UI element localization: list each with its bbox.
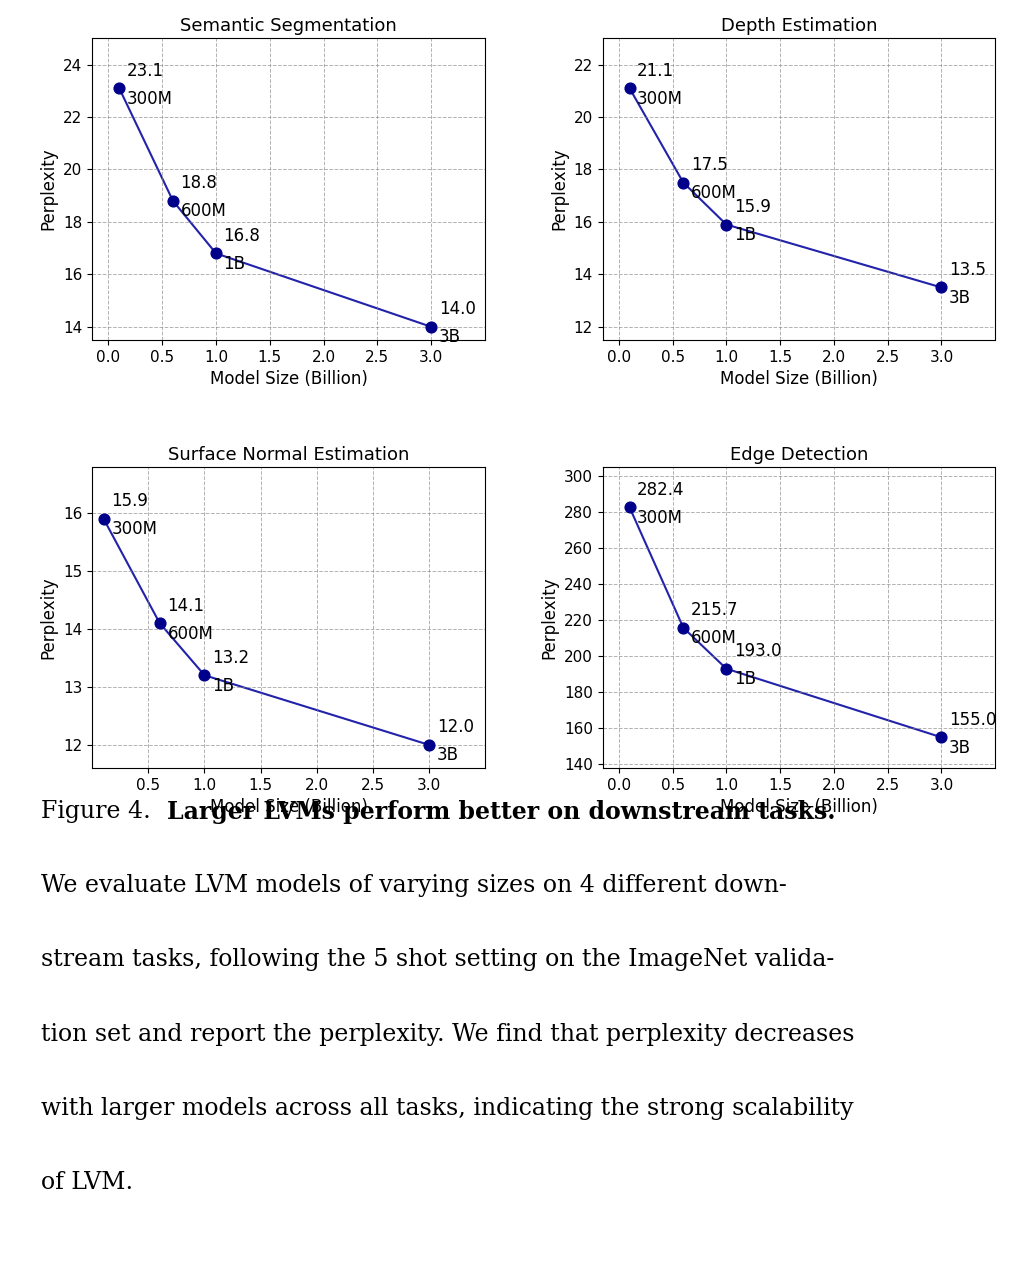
Title: Semantic Segmentation: Semantic Segmentation xyxy=(181,18,397,36)
Text: 1B: 1B xyxy=(212,677,234,695)
Text: 14.1: 14.1 xyxy=(167,596,204,614)
Text: stream tasks, following the 5 shot setting on the ImageNet valida-: stream tasks, following the 5 shot setti… xyxy=(41,948,834,972)
Y-axis label: Perplexity: Perplexity xyxy=(40,576,57,659)
Text: 155.0: 155.0 xyxy=(949,710,996,728)
Point xyxy=(934,727,950,748)
Text: 300M: 300M xyxy=(112,520,157,538)
Text: 215.7: 215.7 xyxy=(690,602,739,620)
Point xyxy=(622,78,638,99)
Point xyxy=(152,613,168,634)
Text: We evaluate LVM models of varying sizes on 4 different down-: We evaluate LVM models of varying sizes … xyxy=(41,874,787,897)
Text: 1B: 1B xyxy=(734,671,756,689)
Text: 15.9: 15.9 xyxy=(112,493,149,511)
Text: of LVM.: of LVM. xyxy=(41,1171,133,1194)
Text: 300M: 300M xyxy=(127,90,172,108)
Title: Depth Estimation: Depth Estimation xyxy=(720,18,877,36)
Point xyxy=(165,191,182,211)
Text: 3B: 3B xyxy=(949,289,971,307)
Point xyxy=(423,316,439,337)
Text: 600M: 600M xyxy=(181,202,227,220)
Text: 14.0: 14.0 xyxy=(439,301,475,319)
Point xyxy=(675,617,692,637)
X-axis label: Model Size (Billion): Model Size (Billion) xyxy=(209,799,367,817)
Text: 16.8: 16.8 xyxy=(224,227,261,244)
Text: 3B: 3B xyxy=(949,739,971,756)
Text: 3B: 3B xyxy=(439,328,461,347)
Y-axis label: Perplexity: Perplexity xyxy=(550,147,568,230)
Text: 600M: 600M xyxy=(690,184,737,202)
Text: 17.5: 17.5 xyxy=(690,156,727,174)
Text: 13.2: 13.2 xyxy=(212,649,249,667)
Point xyxy=(208,243,225,264)
X-axis label: Model Size (Billion): Model Size (Billion) xyxy=(720,799,878,817)
Text: 15.9: 15.9 xyxy=(734,198,771,216)
Text: with larger models across all tasks, indicating the strong scalability: with larger models across all tasks, ind… xyxy=(41,1097,854,1120)
Text: 18.8: 18.8 xyxy=(181,174,218,192)
Text: 600M: 600M xyxy=(690,630,737,648)
Point xyxy=(196,666,212,686)
Point xyxy=(622,497,638,517)
Text: tion set and report the perplexity. We find that perplexity decreases: tion set and report the perplexity. We f… xyxy=(41,1023,855,1046)
Text: 300M: 300M xyxy=(637,90,683,108)
Point xyxy=(421,735,437,755)
Point xyxy=(95,508,112,529)
X-axis label: Model Size (Billion): Model Size (Billion) xyxy=(720,370,878,388)
Text: 12.0: 12.0 xyxy=(437,718,474,736)
Text: 1B: 1B xyxy=(734,227,756,244)
Text: Larger LVMs perform better on downstream tasks.: Larger LVMs perform better on downstream… xyxy=(167,800,836,824)
Text: 193.0: 193.0 xyxy=(734,643,782,660)
Text: Figure 4.: Figure 4. xyxy=(41,800,158,823)
Text: 1B: 1B xyxy=(224,255,245,273)
Text: 282.4: 282.4 xyxy=(637,481,684,499)
Point xyxy=(718,214,735,234)
Title: Edge Detection: Edge Detection xyxy=(729,445,868,463)
Y-axis label: Perplexity: Perplexity xyxy=(541,576,558,659)
Text: 300M: 300M xyxy=(637,509,683,527)
Text: 13.5: 13.5 xyxy=(949,261,986,279)
Title: Surface Normal Estimation: Surface Normal Estimation xyxy=(168,445,409,463)
Point xyxy=(718,658,735,678)
Text: 3B: 3B xyxy=(437,746,459,764)
X-axis label: Model Size (Billion): Model Size (Billion) xyxy=(209,370,367,388)
Point xyxy=(111,78,127,99)
Text: 600M: 600M xyxy=(167,625,213,643)
Point xyxy=(675,173,692,193)
Text: 23.1: 23.1 xyxy=(127,61,164,79)
Y-axis label: Perplexity: Perplexity xyxy=(40,147,57,230)
Text: 21.1: 21.1 xyxy=(637,61,674,79)
Point xyxy=(934,278,950,298)
